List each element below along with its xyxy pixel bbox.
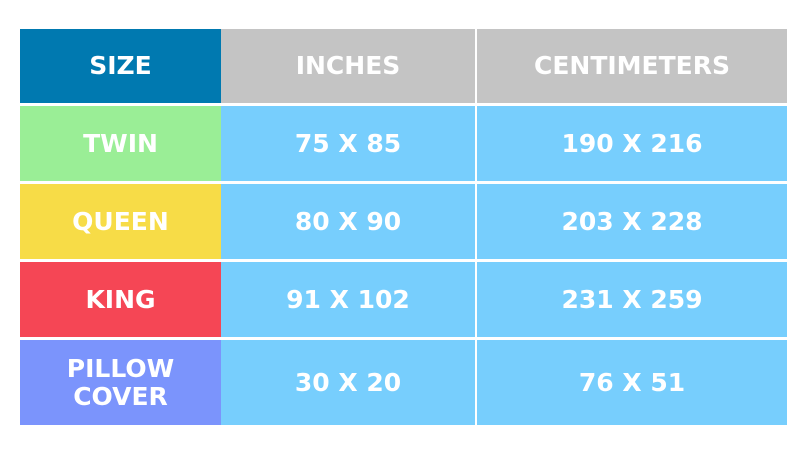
table-row: PILLOW COVER 30 X 20 76 X 51 xyxy=(20,340,787,425)
inches-value: 91 X 102 xyxy=(221,262,475,337)
size-label: KING xyxy=(20,262,221,337)
size-label: TWIN xyxy=(20,106,221,181)
table-row: KING 91 X 102 231 X 259 xyxy=(20,262,787,337)
size-label: QUEEN xyxy=(20,184,221,259)
inches-value: 80 X 90 xyxy=(221,184,475,259)
header-row: SIZE INCHES CENTIMETERS xyxy=(20,29,787,103)
centimeters-value: 203 X 228 xyxy=(477,184,787,259)
centimeters-value: 76 X 51 xyxy=(477,340,787,425)
inches-value: 75 X 85 xyxy=(221,106,475,181)
centimeters-value: 190 X 216 xyxy=(477,106,787,181)
size-chart-table: SIZE INCHES CENTIMETERS TWIN 75 X 85 190… xyxy=(20,29,787,428)
header-size: SIZE xyxy=(20,29,221,103)
table-row: QUEEN 80 X 90 203 X 228 xyxy=(20,184,787,259)
header-inches: INCHES xyxy=(221,29,475,103)
table-row: TWIN 75 X 85 190 X 216 xyxy=(20,106,787,181)
header-centimeters: CENTIMETERS xyxy=(477,29,787,103)
inches-value: 30 X 20 xyxy=(221,340,475,425)
size-label: PILLOW COVER xyxy=(20,340,221,425)
centimeters-value: 231 X 259 xyxy=(477,262,787,337)
